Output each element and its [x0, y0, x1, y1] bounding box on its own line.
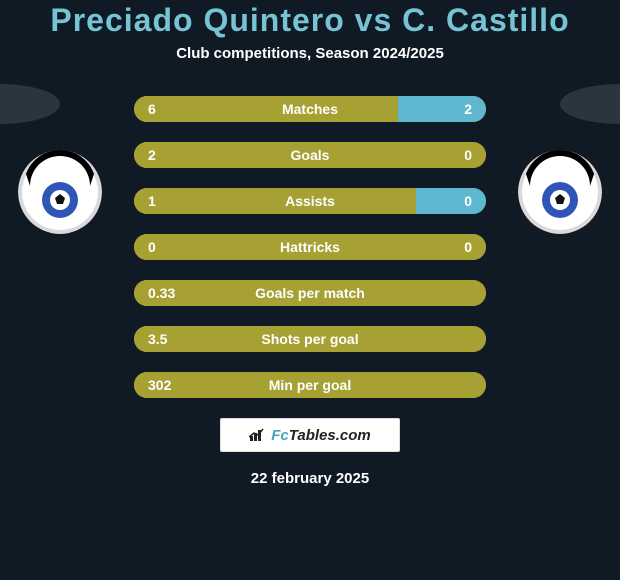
comparison-arena: QUERETARO QUERETARO 62Matches 20Goals 10As… [0, 84, 620, 398]
page-title: Preciado Quintero vs C. Castillo [0, 0, 620, 39]
brand-prefix: Fc [271, 427, 289, 444]
snapshot-date: 22 february 2025 [0, 470, 620, 487]
stat-label: Shots per goal [134, 326, 486, 352]
stat-row: 302Min per goal [134, 372, 486, 398]
stat-row: 3.5Shots per goal [134, 326, 486, 352]
stat-row: 0.33Goals per match [134, 280, 486, 306]
player-ellipse-right [560, 84, 620, 124]
brand-suffix: Tables.com [289, 427, 371, 444]
page-subtitle: Club competitions, Season 2024/2025 [0, 45, 620, 62]
stat-label: Hattricks [134, 234, 486, 260]
comparison-card: Preciado Quintero vs C. Castillo Club co… [0, 0, 620, 580]
stat-label: Goals per match [134, 280, 486, 306]
stat-row: 00Hattricks [134, 234, 486, 260]
chart-icon [249, 428, 267, 442]
player-ellipse-left [0, 84, 60, 124]
stat-label: Min per goal [134, 372, 486, 398]
stat-label: Assists [134, 188, 486, 214]
club-badge-right: QUERETARO [518, 150, 602, 234]
brand-logo: FcTables.com [220, 418, 400, 452]
stat-row: 62Matches [134, 96, 486, 122]
stat-rows: 62Matches 20Goals 10Assists 00Hattricks 0.33… [134, 84, 486, 398]
club-badge-left: QUERETARO [18, 150, 102, 234]
stat-row: 20Goals [134, 142, 486, 168]
stat-row: 10Assists [134, 188, 486, 214]
stat-label: Matches [134, 96, 486, 122]
stat-label: Goals [134, 142, 486, 168]
